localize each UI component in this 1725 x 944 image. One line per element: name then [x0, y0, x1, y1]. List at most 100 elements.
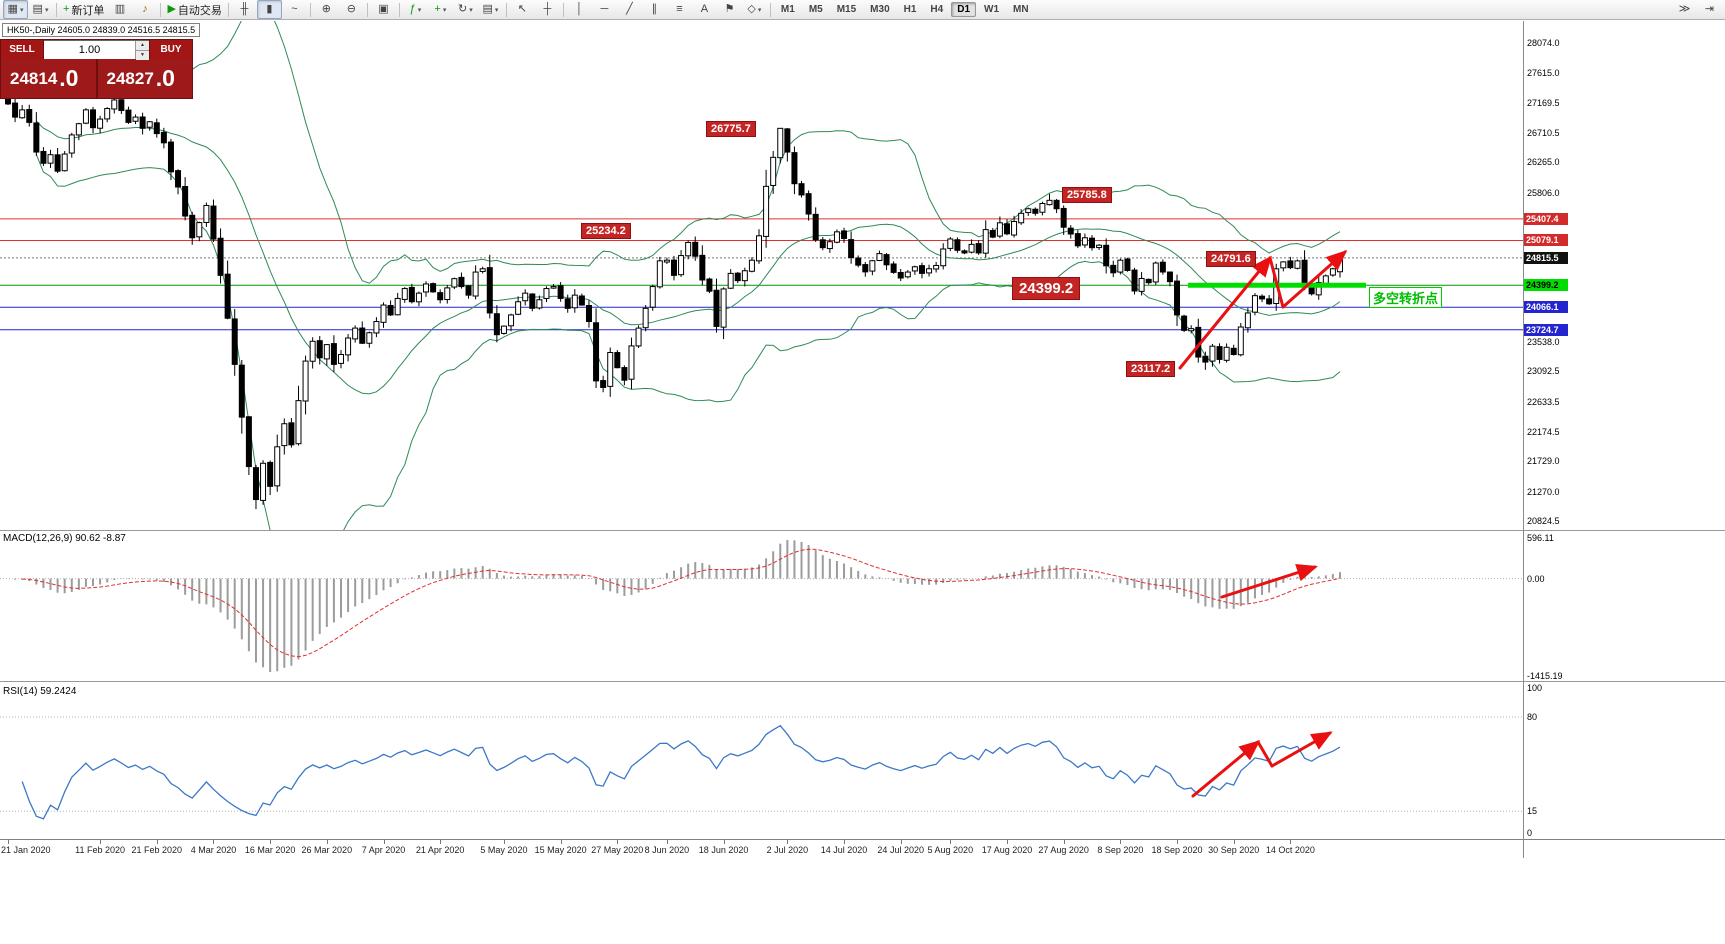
timeframe-button-m15[interactable]: M15: [836, 4, 857, 15]
volume-input[interactable]: 1.00 ▲ ▼: [44, 40, 149, 60]
rsi-line: [21, 724, 1341, 820]
macd-canvas: [0, 540, 1523, 672]
timeframe-button-h4[interactable]: H4: [930, 4, 944, 15]
autotrading-button[interactable]: ▶ 自动交易: [164, 0, 224, 19]
toolbar-separator: [769, 2, 771, 17]
x-axis-label: 15 May 2020: [534, 845, 587, 855]
line-chart-button[interactable]: ~: [282, 0, 307, 19]
toolbar-separator: [56, 2, 57, 17]
shapes-button[interactable]: ◇ ▾: [742, 0, 767, 19]
volume-down-icon[interactable]: ▼: [136, 51, 149, 60]
macd-axis-label: 596.11: [1527, 532, 1554, 543]
sell-price[interactable]: 24814.0: [1, 59, 98, 98]
text-label-button[interactable]: ⚑: [717, 0, 742, 19]
auto-scroll-icon: ≫: [1678, 3, 1691, 15]
add-indicator-button[interactable]: + ▾: [428, 0, 453, 19]
crosshair-icon: ┼: [543, 3, 552, 15]
volume-value[interactable]: 1.00: [78, 44, 101, 56]
new-chart-button[interactable]: ▦ ▾: [3, 0, 28, 19]
market-watch-icon[interactable]: ▥: [107, 0, 132, 19]
templates-button[interactable]: ▤ ▾: [478, 0, 503, 19]
chevron-down-icon: ▾: [757, 6, 762, 14]
candlestick-chart-button[interactable]: ▮: [256, 0, 282, 19]
zoom-in-button[interactable]: ⊕: [314, 0, 339, 19]
x-axis-label: 21 Feb 2020: [131, 845, 183, 855]
chart-shift-button[interactable]: ⇥: [1697, 0, 1722, 19]
turning-point-annotation[interactable]: 多空转折点: [1369, 287, 1443, 308]
x-axis-label: 21 Apr 2020: [415, 845, 465, 855]
volume-spinner[interactable]: ▲ ▼: [135, 41, 149, 60]
trend-arrow[interactable]: [1191, 740, 1261, 798]
tile-windows-icon: ▣: [378, 3, 389, 15]
toolbar-separator: [309, 2, 311, 17]
chart-profiles-button[interactable]: ▤ ▾: [28, 0, 53, 19]
timeframe-button-h1[interactable]: H1: [903, 4, 917, 15]
chevron-down-icon: ▾: [469, 6, 473, 14]
toolbar-separator: [366, 2, 368, 17]
timeframe-button-m5[interactable]: M5: [808, 4, 823, 15]
vertical-line-button[interactable]: │: [567, 0, 592, 19]
new-order-icon: +: [63, 3, 70, 15]
crosshair-button[interactable]: ┼: [535, 0, 560, 19]
price-tag: 25407.4: [1524, 212, 1568, 225]
y-axis-label: 26265.0: [1527, 157, 1560, 168]
periods-icon: ↻: [458, 3, 468, 15]
price-annotation-label[interactable]: 24791.6: [1206, 251, 1256, 267]
price-axis-separator: [1523, 21, 1524, 858]
fibonacci-button[interactable]: ≡: [667, 0, 692, 19]
y-axis-label: 25806.0: [1527, 187, 1560, 198]
new-chart-icon: ▦: [7, 3, 18, 15]
trend-arrow[interactable]: [1178, 255, 1272, 370]
timeframe-button-mn[interactable]: MN: [1013, 4, 1029, 15]
price-annotation-label[interactable]: 25234.2: [581, 223, 631, 239]
x-axis-label: 18 Jun 2020: [698, 845, 749, 855]
bar-chart-button[interactable]: ╫: [232, 0, 257, 19]
x-axis-tick: [156, 840, 158, 844]
macd-axis-label: -1415.19: [1527, 670, 1563, 681]
price-annotation-label[interactable]: 24399.2: [1012, 277, 1081, 300]
timeframe-button-w1[interactable]: W1: [984, 4, 1000, 15]
sell-button[interactable]: SELL: [1, 40, 44, 59]
x-axis-label: 21 Jan 2020: [1, 845, 51, 855]
price-annotation-label[interactable]: 23117.2: [1126, 361, 1176, 377]
candles: [5, 95, 1343, 510]
timeframe-button-m30[interactable]: M30: [870, 4, 890, 15]
trend-arrow[interactable]: [1220, 563, 1318, 599]
trend-arrow[interactable]: [1256, 740, 1274, 768]
timeframe-button-d1[interactable]: D1: [951, 2, 977, 17]
new-order-button[interactable]: + 新订单: [60, 0, 107, 19]
price-axis[interactable]: 28074.0 27615.0 27169.5 26710.5 26265.0 25806…: [1524, 21, 1570, 858]
price-tag: 24399.2: [1524, 279, 1568, 292]
price-annotation-label[interactable]: 25785.8: [1062, 187, 1112, 203]
x-axis-tick: [503, 840, 505, 844]
trendline-button[interactable]: ╱: [617, 0, 642, 19]
buy-price[interactable]: 24827.0: [98, 59, 193, 98]
zoom-out-button[interactable]: ⊖: [339, 0, 364, 19]
trend-arrow[interactable]: [1270, 731, 1333, 768]
buy-button[interactable]: BUY: [149, 40, 192, 59]
equidistant-channel-button[interactable]: ∥: [642, 0, 667, 19]
cursor-button[interactable]: ↖: [510, 0, 535, 19]
indicators-button[interactable]: ƒ ▾: [403, 0, 428, 19]
timeframe-button-m1[interactable]: M1: [780, 4, 795, 15]
text-button[interactable]: A: [692, 0, 717, 19]
tile-windows-button[interactable]: ▣: [371, 0, 396, 19]
trend-arrow[interactable]: [1281, 250, 1348, 309]
horizontal-line-button[interactable]: ─: [592, 0, 617, 19]
zoom-in-icon: ⊕: [321, 3, 332, 15]
x-axis-tick: [100, 840, 102, 844]
x-axis-tick: [950, 840, 952, 844]
trend-arrow[interactable]: [1268, 256, 1285, 309]
alerts-icon[interactable]: ♪: [132, 0, 157, 19]
macd-axis-label: 0.00: [1527, 573, 1545, 584]
periods-button[interactable]: ↻ ▾: [453, 0, 478, 19]
auto-scroll-button[interactable]: ≫: [1672, 0, 1697, 19]
time-axis[interactable]: 21 Jan 2020 11 Feb 2020 21 Feb 2020 4 Mar 2…: [0, 840, 1725, 858]
x-axis-label: 26 Mar 2020: [301, 845, 353, 855]
shapes-icon: ◇: [747, 3, 756, 15]
price-annotation-label[interactable]: 26775.7: [706, 121, 756, 137]
volume-up-icon[interactable]: ▲: [136, 41, 149, 51]
toolbar: ▦ ▾ ▤ ▾ + 新订单 ▥ ♪ ▶ 自动交易 ╫ ▮ ~ ⊕ ⊖ ▣ ƒ ▾ + ▾ ↻ ▾ ▤ ▾ ↖ ┼ │ ─ ╱ ∥ ≡ A ⚑ ◇ ▾…: [0, 0, 1725, 20]
x-axis-label: 7 Apr 2020: [361, 845, 406, 855]
